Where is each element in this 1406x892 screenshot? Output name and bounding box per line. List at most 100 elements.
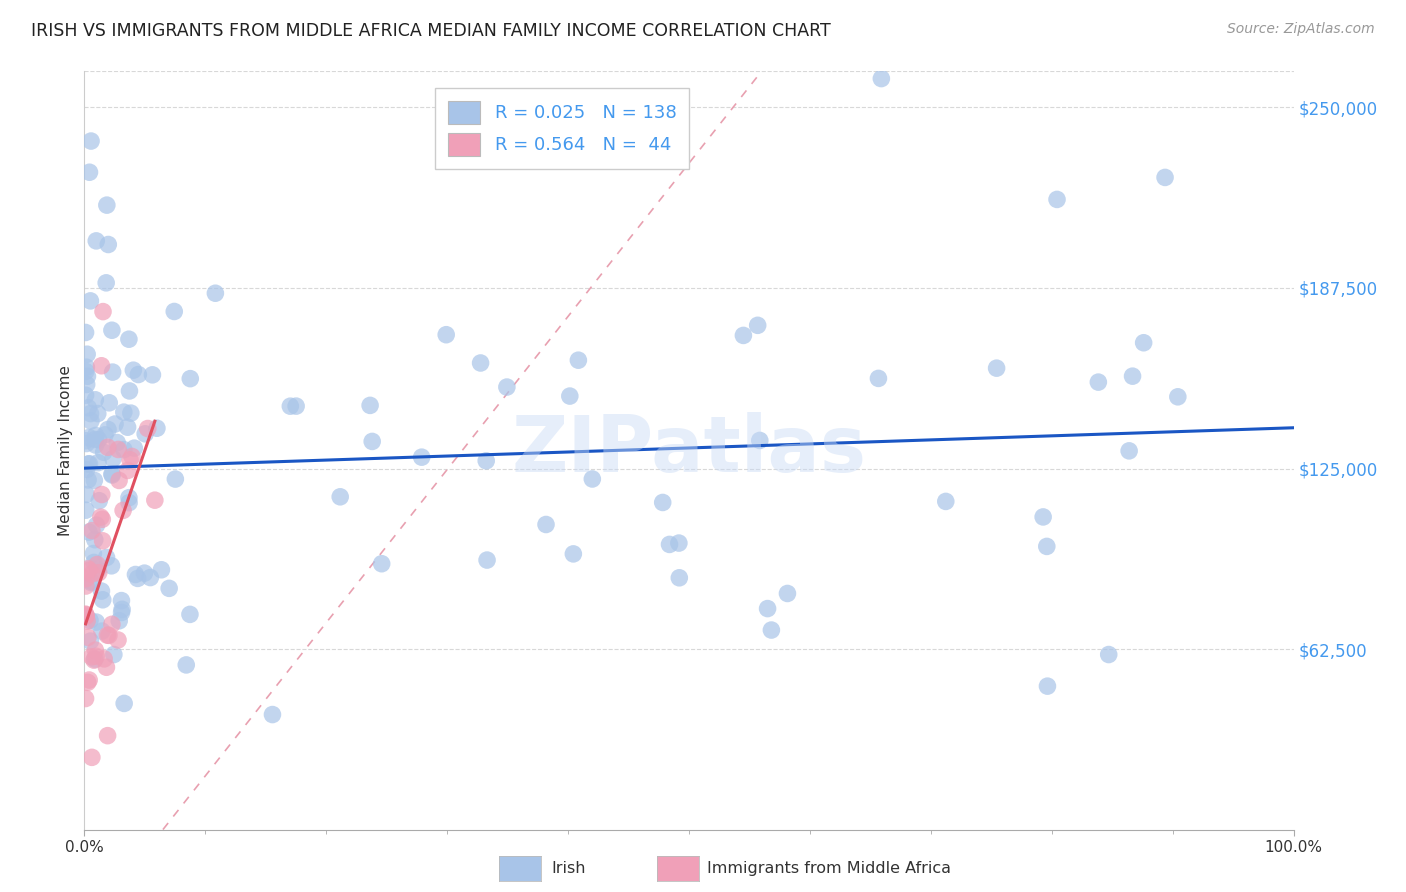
Point [79, 457, 101, 471]
Point [77, 673, 100, 687]
Point [101, 365, 124, 379]
Point [935, 494, 957, 508]
Point [1087, 375, 1109, 389]
Point [84, 643, 107, 657]
Point [96, 550, 118, 565]
Point [87, 433, 110, 447]
Point [83, 652, 105, 666]
Point [79, 293, 101, 308]
Point [141, 368, 163, 382]
Point [776, 586, 799, 600]
Point [411, 450, 433, 465]
Point [75, 609, 97, 624]
Point [83, 533, 105, 547]
Text: Source: ZipAtlas.com: Source: ZipAtlas.com [1227, 22, 1375, 37]
Point [75, 326, 97, 340]
Point [134, 566, 156, 581]
Point [329, 490, 352, 504]
Point [77, 631, 100, 645]
Point [75, 607, 97, 622]
Point [112, 442, 135, 457]
Point [110, 593, 132, 607]
Point [127, 571, 149, 585]
Point [84, 428, 107, 442]
Point [79, 613, 101, 627]
Point [121, 450, 143, 464]
Point [747, 318, 769, 333]
Point [91, 304, 114, 318]
Point [134, 426, 156, 441]
Point [93, 445, 115, 459]
Point [124, 441, 146, 455]
Point [80, 524, 103, 538]
Point [107, 632, 129, 647]
Y-axis label: Median Family Income: Median Family Income [58, 365, 73, 536]
Point [77, 562, 100, 576]
Point [112, 405, 135, 419]
Point [1118, 443, 1140, 458]
Point [98, 396, 121, 410]
Point [136, 421, 159, 435]
Point [80, 575, 103, 590]
Point [108, 614, 131, 628]
Point [139, 570, 162, 584]
Point [94, 428, 117, 442]
Point [77, 430, 100, 444]
Point [112, 697, 135, 711]
Point [96, 276, 118, 290]
Point [75, 609, 97, 624]
Point [75, 360, 97, 375]
Point [174, 657, 197, 672]
Point [90, 510, 112, 524]
Point [112, 503, 135, 517]
Point [359, 398, 381, 412]
Point [143, 493, 166, 508]
Point [79, 634, 101, 648]
Point [75, 434, 97, 448]
Point [1032, 510, 1054, 524]
Point [97, 237, 120, 252]
Point [118, 332, 141, 346]
Point [75, 364, 97, 378]
Point [80, 574, 103, 589]
Point [361, 434, 384, 449]
Text: Irish: Irish [551, 862, 586, 876]
Point [80, 649, 103, 664]
Point [84, 234, 107, 248]
Point [77, 525, 100, 540]
Point [101, 467, 124, 481]
Point [1098, 648, 1121, 662]
Point [82, 547, 104, 561]
Point [75, 487, 97, 501]
Point [75, 691, 97, 706]
Point [79, 407, 101, 421]
Point [986, 361, 1008, 376]
Point [91, 592, 114, 607]
Point [370, 557, 392, 571]
Point [104, 417, 127, 431]
Point [118, 384, 141, 398]
Point [118, 496, 141, 510]
Point [75, 572, 97, 586]
Point [117, 463, 139, 477]
Point [83, 474, 105, 488]
Point [87, 456, 110, 470]
Point [733, 328, 755, 343]
Point [470, 356, 492, 370]
Point [127, 368, 149, 382]
Point [1167, 390, 1189, 404]
Point [1154, 170, 1177, 185]
Text: IRISH VS IMMIGRANTS FROM MIDDLE AFRICA MEDIAN FAMILY INCOME CORRELATION CHART: IRISH VS IMMIGRANTS FROM MIDDLE AFRICA M… [31, 22, 831, 40]
Point [87, 407, 110, 421]
Point [118, 452, 141, 467]
Point [157, 582, 180, 596]
Point [96, 628, 118, 642]
Point [76, 675, 98, 690]
Point [83, 653, 105, 667]
Point [101, 451, 124, 466]
Point [1036, 679, 1059, 693]
Point [108, 474, 131, 488]
Point [75, 503, 97, 517]
Point [97, 422, 120, 436]
Point [100, 558, 122, 573]
